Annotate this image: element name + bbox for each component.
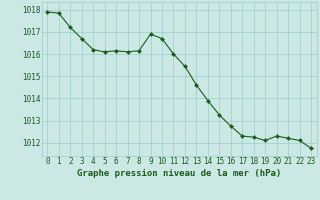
X-axis label: Graphe pression niveau de la mer (hPa): Graphe pression niveau de la mer (hPa): [77, 169, 281, 178]
